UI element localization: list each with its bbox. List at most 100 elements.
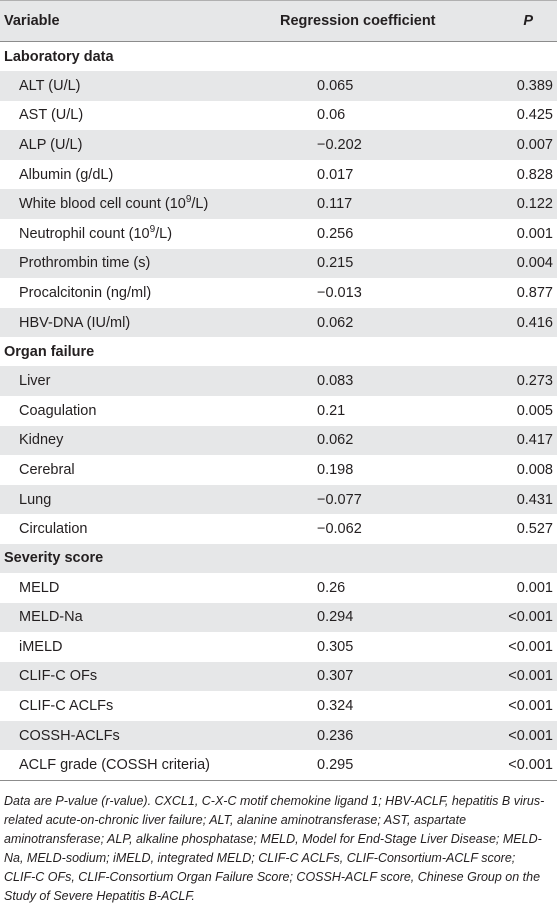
table-row: Circulation −0.062 0.527 <box>0 514 557 544</box>
table-row: Albumin (g/dL) 0.017 0.828 <box>0 160 557 190</box>
regression-coefficient-cell: 0.017 <box>317 166 354 183</box>
p-value-cell: 0.416 <box>474 307 557 338</box>
variable-label-text: White blood cell count (10 <box>19 196 186 213</box>
regression-coefficient-cell: −0.077 <box>262 484 474 515</box>
p-value-cell: <0.001 <box>474 661 557 692</box>
variable-cell: Kidney <box>0 425 262 456</box>
section-title: Laboratory data <box>4 48 114 65</box>
table-row: Lung −0.077 0.431 <box>0 484 557 515</box>
table-row: COSSH-ACLFs 0.236 <0.001 <box>0 720 557 751</box>
section-row: Organ failure <box>0 337 557 366</box>
p-value-cell: 0.004 <box>474 248 557 279</box>
table-footnote: Data are P-value (r-value). CXCL1, C-X-C… <box>4 794 545 904</box>
table-body: Laboratory data ALT (U/L) 0.065 0.389 AST (U… <box>0 42 557 782</box>
regression-table: Variable Regression coefficient P Labora… <box>0 0 557 782</box>
variable-label-superscript: 9 <box>149 223 156 235</box>
variable-cell: COSSH-ACLFs <box>0 720 262 751</box>
variable-cell: CLIF-C ACLFs <box>19 698 114 715</box>
regression-coefficient-cell: −0.013 <box>317 284 362 301</box>
regression-coefficient-cell: 0.26 <box>317 579 346 596</box>
regression-coefficient-cell: 0.06 <box>317 107 346 124</box>
header-variable: Variable <box>0 0 262 42</box>
regression-coefficient-cell: 0.117 <box>262 189 474 219</box>
regression-coefficient-cell: 0.295 <box>262 750 474 782</box>
p-value-cell: 0.389 <box>474 71 557 101</box>
table-row: ALP (U/L) −0.202 0.007 <box>0 130 557 160</box>
variable-cell: Procalcitonin (ng/ml) <box>19 284 152 301</box>
regression-coefficient-cell: 0.307 <box>262 661 474 692</box>
p-value-cell: 0.828 <box>516 166 553 183</box>
section-title: Severity score <box>0 543 557 573</box>
variable-cell: HBV-DNA (IU/ml) <box>0 307 262 338</box>
variable-cell: CLIF-C OFs <box>0 661 262 692</box>
variable-cell: ALT (U/L) <box>0 71 262 101</box>
variable-cell: ACLF grade (COSSH criteria) <box>0 750 262 782</box>
section-row: Laboratory data <box>0 42 557 72</box>
variable-cell: White blood cell count (109/L) <box>0 189 262 219</box>
regression-coefficient-cell: 0.062 <box>262 307 474 338</box>
p-value-cell: 0.005 <box>516 402 553 419</box>
variable-label-superscript: 9 <box>185 194 192 206</box>
regression-coefficient-cell: −0.202 <box>262 130 474 160</box>
p-value-cell: 0.122 <box>474 189 557 219</box>
table-row: ACLF grade (COSSH criteria) 0.295 <0.001 <box>0 750 557 782</box>
variable-cell: iMELD <box>19 638 63 655</box>
p-value-cell: 0.008 <box>516 461 553 478</box>
p-value-cell: 0.007 <box>474 130 557 160</box>
variable-cell: ALP (U/L) <box>0 130 262 160</box>
variable-cell: MELD-Na <box>0 602 262 633</box>
table-row: HBV-DNA (IU/ml) 0.062 0.416 <box>0 307 557 338</box>
table-row: CLIF-C OFs 0.307 <0.001 <box>0 661 557 692</box>
variable-cell: AST (U/L) <box>19 107 84 124</box>
table-row: Procalcitonin (ng/ml) −0.013 0.877 <box>0 278 557 308</box>
regression-coefficient-cell: 0.062 <box>262 425 474 456</box>
p-value-cell: 0.527 <box>516 521 553 538</box>
regression-coefficient-cell: 0.21 <box>317 402 346 419</box>
regression-coefficient-cell: 0.083 <box>262 366 474 396</box>
regression-coefficient-cell: 0.065 <box>262 71 474 101</box>
p-value-cell: 0.273 <box>474 366 557 396</box>
header-regression-coefficient: Regression coefficient <box>262 0 474 42</box>
table-row: Neutrophil count (109/L) 0.256 0.001 <box>0 219 557 249</box>
table-row: White blood cell count (109/L) 0.117 0.122 <box>0 189 557 219</box>
p-value-cell: 0.425 <box>516 107 553 124</box>
table-row: AST (U/L) 0.06 0.425 <box>0 101 557 131</box>
table-row: Liver 0.083 0.273 <box>0 366 557 396</box>
regression-coefficient-cell: −0.062 <box>317 521 362 538</box>
p-value-cell: 0.001 <box>516 579 553 596</box>
variable-label-unit: /L) <box>155 225 173 242</box>
p-value-cell: 0.431 <box>474 484 557 515</box>
p-value-cell: 0.417 <box>474 425 557 456</box>
table-row: Kidney 0.062 0.417 <box>0 425 557 456</box>
regression-coefficient-cell: 0.305 <box>317 638 354 655</box>
p-value-cell: <0.001 <box>474 602 557 633</box>
table-row: CLIF-C ACLFs 0.324 <0.001 <box>0 691 557 721</box>
p-value-cell: <0.001 <box>508 638 553 655</box>
table-header-row: Variable Regression coefficient P <box>0 0 557 42</box>
header-p-value: P <box>474 0 557 42</box>
variable-cell: Coagulation <box>19 402 97 419</box>
variable-cell: Neutrophil count (109/L) <box>0 219 262 249</box>
regression-coefficient-cell: 0.215 <box>262 248 474 279</box>
variable-cell: Lung <box>0 484 262 515</box>
table-row: ALT (U/L) 0.065 0.389 <box>0 71 557 101</box>
p-value-cell: 0.877 <box>516 284 553 301</box>
regression-coefficient-cell: 0.198 <box>317 461 354 478</box>
variable-label-text: Neutrophil count (10 <box>19 225 150 242</box>
regression-coefficient-cell: 0.236 <box>262 720 474 751</box>
p-value-cell: 0.001 <box>516 225 553 242</box>
section-title: Organ failure <box>4 343 95 360</box>
variable-label-unit: /L) <box>191 196 209 213</box>
variable-cell: Albumin (g/dL) <box>19 166 114 183</box>
p-value-cell: <0.001 <box>474 720 557 751</box>
variable-cell: Liver <box>0 366 262 396</box>
variable-cell: Cerebral <box>19 461 75 478</box>
p-value-cell: <0.001 <box>508 698 553 715</box>
table-row: MELD-Na 0.294 <0.001 <box>0 602 557 633</box>
section-row: Severity score <box>0 543 557 573</box>
regression-coefficient-cell: 0.294 <box>262 602 474 633</box>
regression-coefficient-cell: 0.256 <box>317 225 354 242</box>
variable-cell: Prothrombin time (s) <box>0 248 262 279</box>
table-row: MELD 0.26 0.001 <box>0 573 557 603</box>
